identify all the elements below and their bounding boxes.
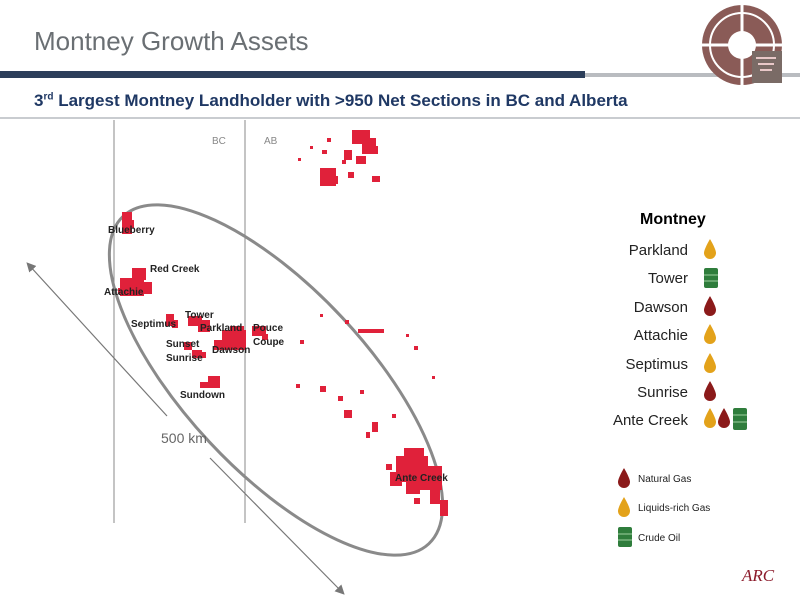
- crude-oil-icon: [704, 268, 718, 288]
- natural-gas-icon: [704, 296, 716, 316]
- crude-oil-icon: [733, 408, 747, 430]
- legend-item-dawson: Dawson: [633, 299, 688, 316]
- liquids-rich-gas-icon: [704, 353, 716, 373]
- land-holdings: [118, 130, 448, 516]
- montney-map: BC AB 500 km: [26, 120, 448, 595]
- area-label-sundown: Sundown: [180, 390, 225, 401]
- area-label-attachie: Attachie: [104, 287, 144, 298]
- legend-item-septimus: Septimus: [625, 356, 688, 373]
- ante-creek-icons: [704, 408, 747, 430]
- legend-item-sunrise: Sunrise: [637, 384, 688, 401]
- area-label-red-creek: Red Creek: [150, 264, 200, 275]
- legend-item-ante-creek: Ante Creek: [612, 412, 688, 429]
- area-label-tower: Tower: [185, 310, 214, 321]
- company-logo: ARC: [742, 566, 775, 585]
- scale-label: 500 km: [161, 430, 207, 446]
- key-crude-oil: Crude Oil: [638, 533, 681, 544]
- header-bar-light: [585, 73, 800, 77]
- liquids-rich-gas-icon: [704, 324, 716, 344]
- page-subtitle: 3rd Largest Montney Landholder with >950…: [34, 91, 628, 110]
- area-label-blueberry: Blueberry: [108, 225, 155, 236]
- compass-logo: [702, 5, 782, 85]
- legend-heading: Montney: [640, 211, 706, 228]
- header-bar: [0, 71, 585, 78]
- scale-arrow-nw: [26, 262, 168, 417]
- area-label-parkland: Parkland: [200, 323, 242, 334]
- liquids-rich-gas-icon: [704, 239, 716, 259]
- ab-label: AB: [264, 136, 278, 147]
- area-label-dawson: Dawson: [212, 345, 250, 356]
- area-label-sunrise: Sunrise: [166, 353, 203, 364]
- key-natural-gas: Natural Gas: [638, 474, 692, 485]
- crude-oil-icon: [618, 527, 632, 547]
- page-title: Montney Growth Assets: [34, 26, 309, 56]
- legend-item-parkland: Parkland: [628, 242, 688, 259]
- natural-gas-icon: [718, 408, 730, 428]
- natural-gas-icon: [618, 468, 630, 488]
- liquids-rich-gas-icon: [618, 497, 630, 517]
- liquids-rich-gas-icon: [704, 408, 716, 428]
- key-liquids-rich-gas: Liquids-rich Gas: [638, 503, 711, 514]
- bc-label: BC: [212, 136, 226, 147]
- area-label-sunset: Sunset: [166, 339, 200, 350]
- legend-item-tower: Tower: [647, 270, 688, 287]
- area-label-pouce: Pouce: [253, 323, 283, 334]
- subtitle-divider: [0, 117, 800, 119]
- area-label-ante-creek: Ante Creek: [395, 473, 448, 484]
- area-label-septimus: Septimus: [131, 319, 176, 330]
- natural-gas-icon: [704, 381, 716, 401]
- legend-item-attachie: Attachie: [633, 327, 688, 344]
- scale-arrow-se: [209, 457, 345, 595]
- area-label-coupe: Coupe: [253, 337, 285, 348]
